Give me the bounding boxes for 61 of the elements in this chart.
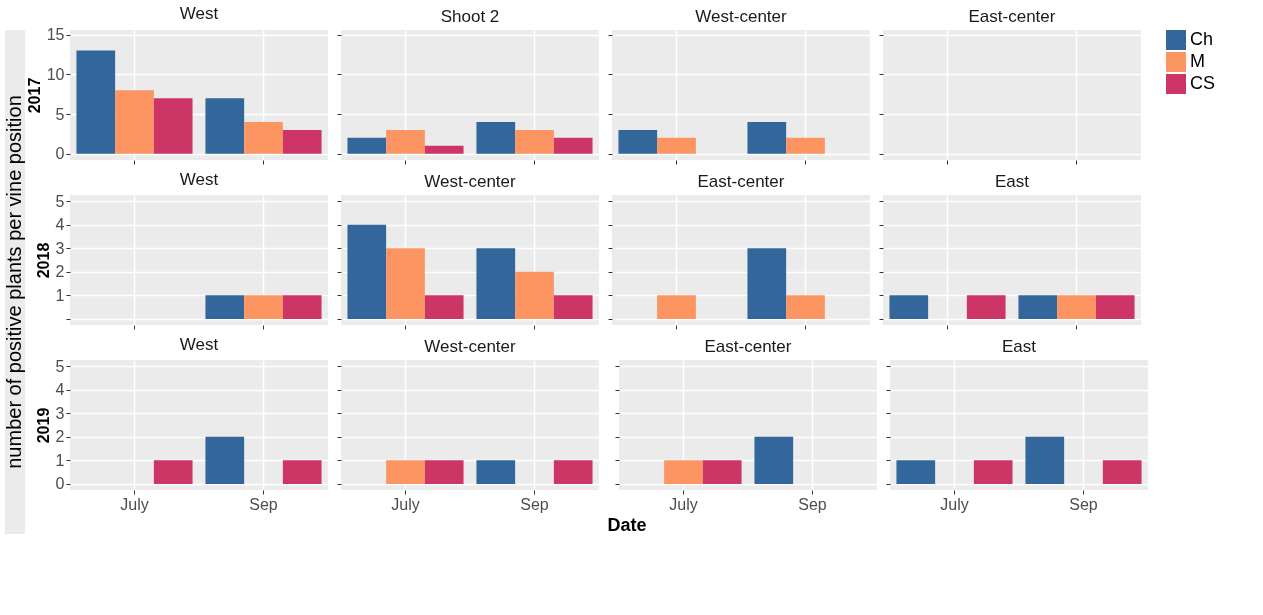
x-tick-label: July xyxy=(391,495,420,513)
x-tick-label: July xyxy=(940,495,969,513)
chart-title: Shoot 2 xyxy=(440,7,500,26)
legend-label: CS xyxy=(1190,73,1216,93)
chart-title: West xyxy=(179,3,219,23)
chart-title: East-center xyxy=(968,7,1056,26)
y-tick-label: 10 xyxy=(46,65,65,83)
y-tick-label: 1 xyxy=(55,286,65,304)
y-axis-title: 2017 xyxy=(25,77,43,114)
bar xyxy=(476,121,516,154)
y-tick-label: 2 xyxy=(55,428,65,446)
bar xyxy=(115,90,154,154)
y-tick-label: 0 xyxy=(55,145,65,163)
x-tick-label: July xyxy=(669,495,698,513)
x-tick-label: Sep xyxy=(798,495,827,513)
x-tick-label: July xyxy=(120,495,149,513)
y-tick-label: 5 xyxy=(55,105,65,123)
y-tick-label: 5 xyxy=(55,192,65,210)
chart-title: West xyxy=(179,170,219,190)
chart-title: West-center xyxy=(424,172,516,191)
bar xyxy=(386,248,425,319)
bar xyxy=(347,137,387,154)
bar xyxy=(476,248,516,319)
chart-title: East-center xyxy=(697,172,785,191)
text: number of positive plants per vine position xyxy=(3,95,25,469)
bar xyxy=(205,98,245,154)
bar xyxy=(515,271,554,319)
chart-title: West-center xyxy=(424,337,516,356)
y-tick-label: 1 xyxy=(55,451,65,469)
x-axis-title: Date xyxy=(607,515,647,535)
bar xyxy=(515,129,554,154)
bar xyxy=(153,98,193,154)
legend-label: Ch xyxy=(1190,29,1214,49)
bar xyxy=(282,129,322,154)
y-axis-title: 2019 xyxy=(34,407,52,444)
chart-title: West xyxy=(179,335,219,355)
y-axis-title: 2018 xyxy=(34,242,52,279)
x-tick-label: Sep xyxy=(520,495,549,513)
y-tick-label: 3 xyxy=(55,239,65,257)
y-tick-label: 5 xyxy=(55,357,65,375)
y-tick-label: 15 xyxy=(46,26,65,44)
y-tick-label: 0 xyxy=(55,475,65,493)
bar xyxy=(424,295,464,319)
bar xyxy=(386,129,425,154)
chart-title: East xyxy=(994,172,1030,191)
y-tick-label: 2 xyxy=(55,263,65,281)
y-tick-label: 3 xyxy=(55,404,65,422)
x-tick-label: Sep xyxy=(1069,495,1098,513)
bar xyxy=(553,295,593,319)
bar xyxy=(424,145,464,154)
chart-title: East-center xyxy=(704,337,792,356)
chart-title: West-center xyxy=(695,7,787,26)
y-tick-label: 4 xyxy=(55,381,65,399)
bar xyxy=(244,121,283,154)
chart-title: East xyxy=(1001,337,1037,356)
bar xyxy=(76,50,116,154)
x-tick-label: Sep xyxy=(249,495,278,513)
legend-label: M xyxy=(1190,51,1205,71)
bar xyxy=(347,224,387,319)
y-tick-label: 4 xyxy=(55,216,65,234)
bar xyxy=(553,137,593,154)
